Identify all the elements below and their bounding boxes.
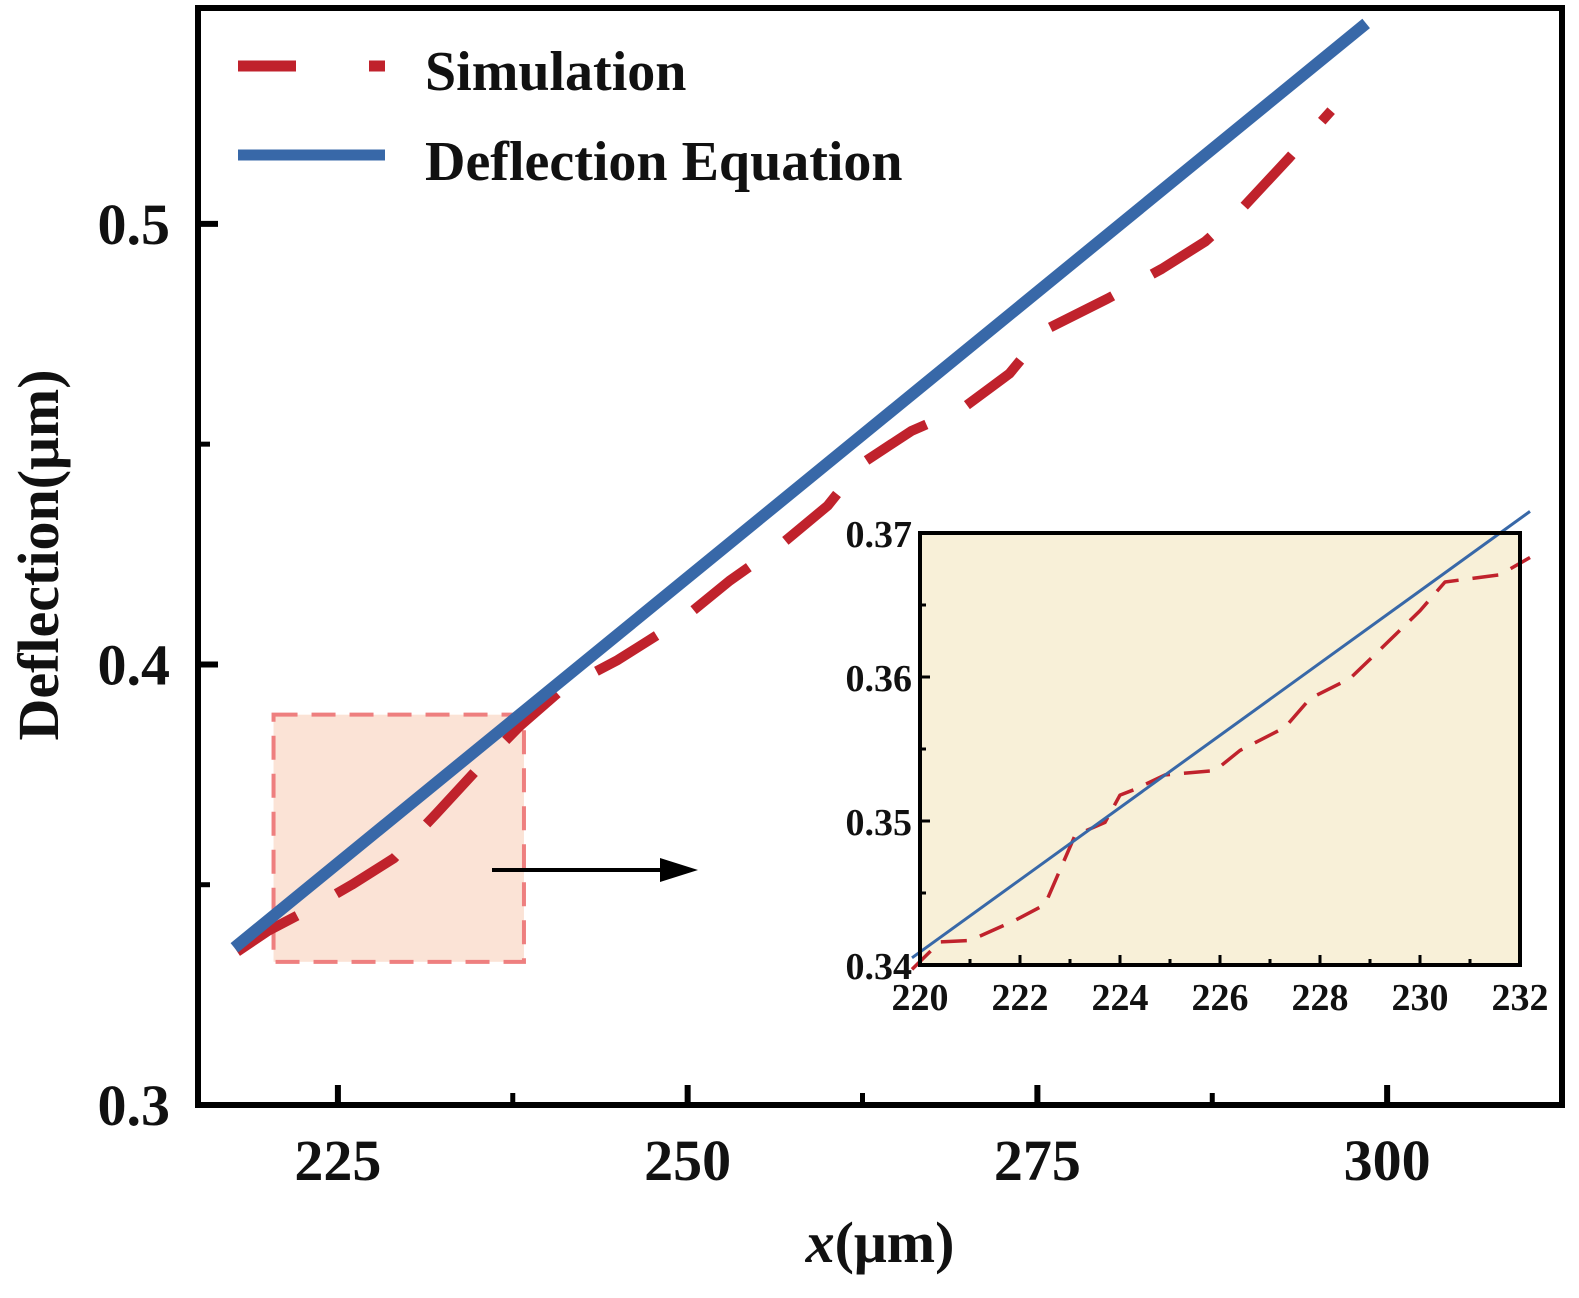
inset-y-tick-label: 0.36 xyxy=(846,658,913,700)
legend-equation-label: Deflection Equation xyxy=(425,131,903,193)
series-simulation xyxy=(234,107,1335,956)
inset-x-tick-label: 226 xyxy=(1192,977,1249,1019)
inset-x-tick-label: 230 xyxy=(1392,977,1449,1019)
legend-simulation-label: Simulation xyxy=(425,41,686,103)
inset-y-tick-label: 0.35 xyxy=(846,802,913,844)
inset-x-tick-label: 228 xyxy=(1292,977,1349,1019)
inset-x-tick-label: 220 xyxy=(892,977,949,1019)
y-tick-label: 0.5 xyxy=(98,192,171,257)
zoom-region-box xyxy=(271,712,526,964)
inset-y-tick-label: 0.34 xyxy=(846,946,913,988)
series-deflection-equation xyxy=(230,18,1370,953)
x-tick-label: 250 xyxy=(644,1128,731,1193)
x-axis-label: x(μm) xyxy=(805,1210,955,1275)
y-axis-label: Deflection(μm) xyxy=(6,369,71,740)
inset-series-simulation xyxy=(910,555,1531,971)
x-tick-label: 275 xyxy=(994,1128,1081,1193)
inset-background xyxy=(920,533,1520,965)
x-tick-label: 225 xyxy=(294,1128,381,1193)
zoom-arrow-head xyxy=(660,858,698,882)
main-plot-frame xyxy=(195,5,1565,1108)
inset-x-tick-label: 232 xyxy=(1492,977,1549,1019)
inset-series-equation xyxy=(911,510,1531,960)
x-tick-label: 300 xyxy=(1344,1128,1431,1193)
inset-x-tick-label: 222 xyxy=(992,977,1049,1019)
y-tick-label: 0.4 xyxy=(98,632,171,697)
inset-plot: 220 222 224 226 228 230 232 0.34 0.35 0.36 0.37 xyxy=(846,510,1549,1019)
inset-y-tick-label: 0.37 xyxy=(846,514,913,556)
main-plot: 225 250 275 300 0.3 0.4 0.5 xyxy=(98,5,1565,1193)
inset-x-tick-label: 224 xyxy=(1092,977,1149,1019)
y-tick-label: 0.3 xyxy=(98,1073,171,1138)
legend: Simulation Deflection Equation xyxy=(238,41,903,193)
